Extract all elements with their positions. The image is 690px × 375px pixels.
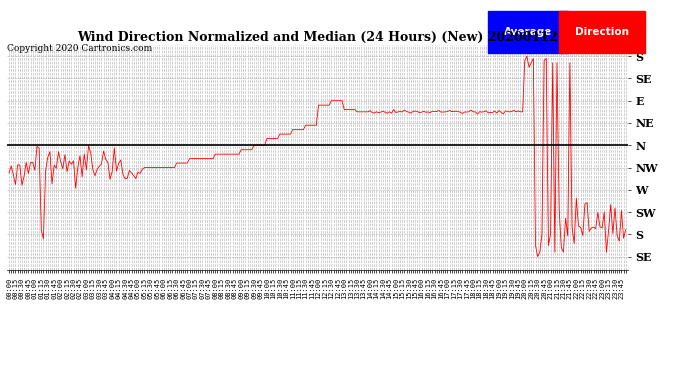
Text: Copyright 2020 Cartronics.com: Copyright 2020 Cartronics.com — [7, 44, 152, 52]
Title: Wind Direction Normalized and Median (24 Hours) (New) 20200112: Wind Direction Normalized and Median (24… — [77, 31, 558, 44]
Text: Direction: Direction — [575, 27, 629, 37]
Text: Average: Average — [504, 27, 552, 37]
